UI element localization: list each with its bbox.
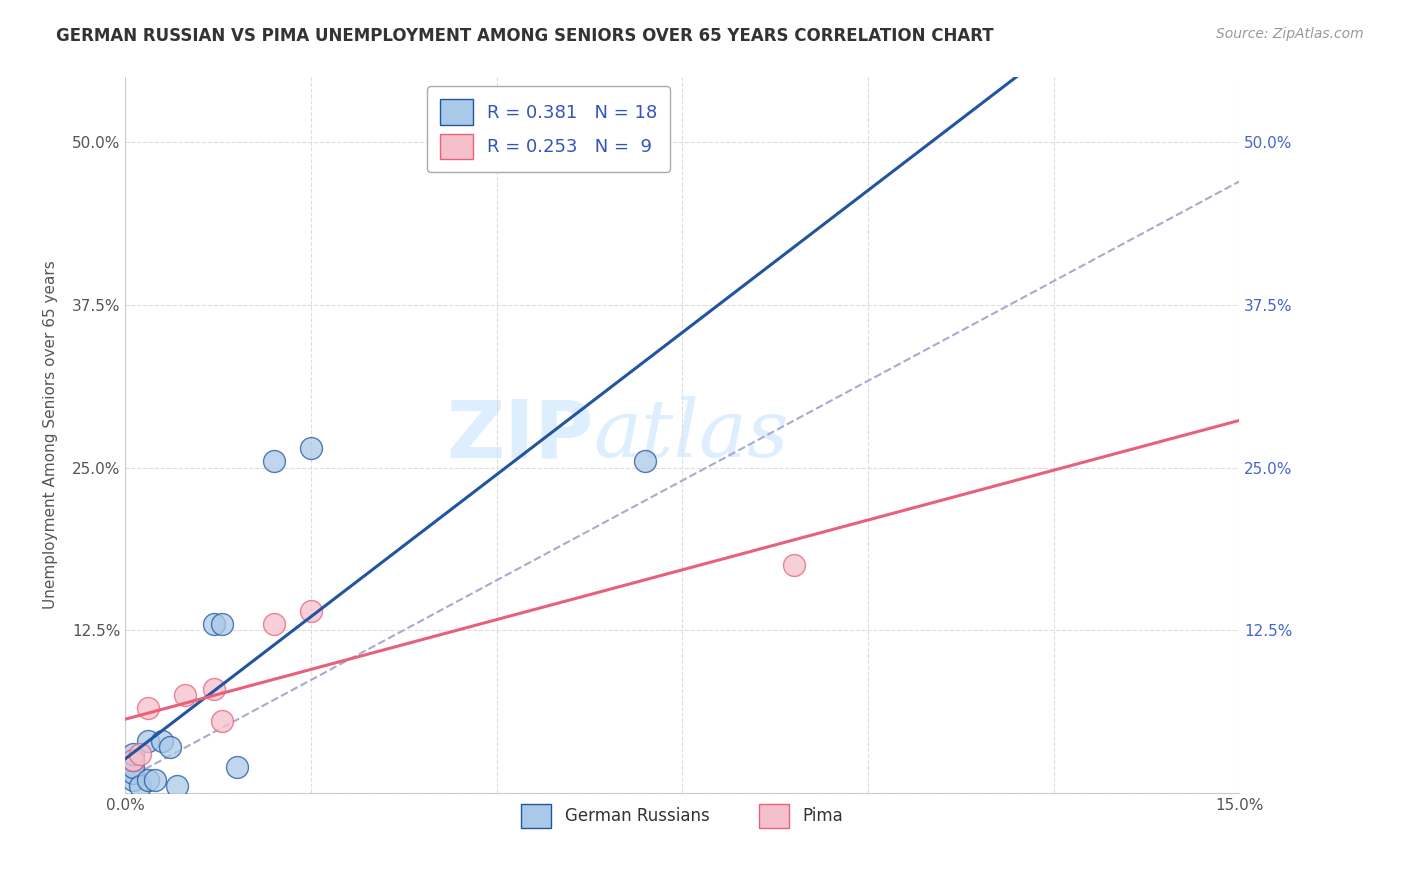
Point	[782, 558, 804, 573]
Point	[121, 759, 143, 773]
Point	[136, 772, 159, 787]
Point	[299, 441, 322, 455]
Point	[129, 747, 152, 761]
Point	[136, 733, 159, 747]
Point	[299, 604, 322, 618]
Point	[263, 454, 285, 468]
Point	[211, 616, 233, 631]
Point	[225, 759, 247, 773]
Legend: German Russians, Pima: German Russians, Pima	[515, 797, 851, 834]
Point	[152, 733, 174, 747]
Point	[634, 454, 657, 468]
Point	[173, 688, 195, 702]
Text: ZIP: ZIP	[446, 396, 593, 474]
Point	[121, 766, 143, 780]
Point	[136, 701, 159, 715]
Point	[129, 779, 152, 793]
Point	[166, 779, 188, 793]
Point	[204, 616, 226, 631]
Point	[121, 747, 143, 761]
Text: GERMAN RUSSIAN VS PIMA UNEMPLOYMENT AMONG SENIORS OVER 65 YEARS CORRELATION CHAR: GERMAN RUSSIAN VS PIMA UNEMPLOYMENT AMON…	[56, 27, 994, 45]
Point	[121, 772, 143, 787]
Point	[121, 753, 143, 767]
Point	[121, 753, 143, 767]
Point	[263, 616, 285, 631]
Point	[159, 740, 181, 755]
Point	[204, 681, 226, 696]
Point	[211, 714, 233, 728]
Text: atlas: atlas	[593, 396, 789, 474]
Point	[143, 772, 166, 787]
Text: Source: ZipAtlas.com: Source: ZipAtlas.com	[1216, 27, 1364, 41]
Y-axis label: Unemployment Among Seniors over 65 years: Unemployment Among Seniors over 65 years	[44, 260, 58, 609]
